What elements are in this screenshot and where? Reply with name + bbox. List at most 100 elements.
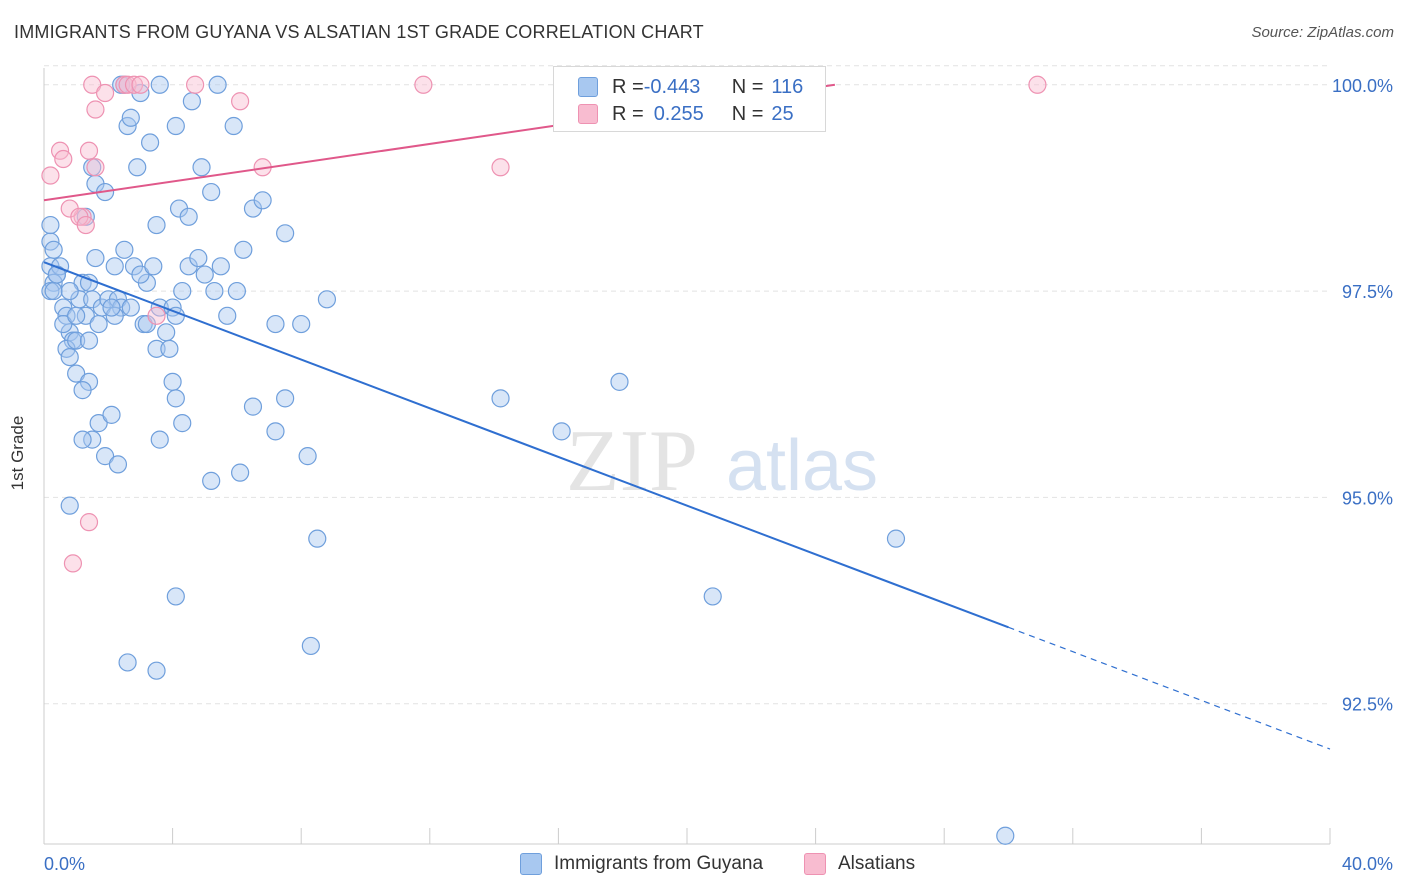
point-guyana <box>266 422 285 441</box>
point-alsatians <box>95 83 115 103</box>
point-guyana <box>610 372 629 391</box>
correlation-legend: R = -0.443 N = 116 R = 0.255 N = 25 <box>553 66 826 132</box>
point-guyana <box>192 158 211 177</box>
point-guyana <box>276 224 295 243</box>
legend-r-value: -0.443 <box>643 75 701 98</box>
bottom-legend-alsatians: Alsatians <box>804 851 915 877</box>
point-alsatians <box>118 75 137 94</box>
point-guyana <box>266 314 285 334</box>
point-guyana <box>150 75 169 94</box>
point-guyana <box>211 257 230 276</box>
point-guyana <box>41 215 60 235</box>
point-guyana <box>140 133 160 152</box>
point-alsatians <box>79 513 99 532</box>
point-guyana <box>301 636 320 656</box>
point-guyana <box>60 281 79 301</box>
point-guyana <box>166 587 185 606</box>
legend-r-value: 0.255 <box>653 102 704 125</box>
bottom-legend-guyana: Immigrants from Guyana <box>520 851 763 877</box>
point-alsatians <box>491 158 510 177</box>
bottom-legend-label-alsatians: Alsatians <box>838 853 916 874</box>
point-guyana <box>105 257 124 276</box>
legend-n-label: N = <box>731 102 764 125</box>
point-guyana <box>67 306 86 325</box>
point-guyana <box>73 430 92 449</box>
point-guyana <box>67 331 86 350</box>
legend-n-value: 25 <box>771 102 794 125</box>
point-guyana <box>60 496 79 515</box>
point-guyana <box>208 75 227 94</box>
point-guyana <box>491 389 510 408</box>
point-guyana <box>243 397 263 416</box>
point-guyana <box>308 529 327 548</box>
legend-r-label: R = <box>612 102 644 125</box>
point-alsatians <box>131 75 150 94</box>
point-guyana <box>89 414 108 433</box>
point-guyana <box>552 422 571 441</box>
chart-title: IMMIGRANTS FROM GUYANA VS ALSATIAN 1ST G… <box>14 22 704 42</box>
trend-line-guyana <box>43 261 1009 629</box>
watermark-zip: ZIP <box>566 413 698 510</box>
point-alsatians <box>79 141 99 160</box>
point-guyana <box>166 116 185 136</box>
point-guyana <box>76 306 95 325</box>
point-alsatians <box>147 306 166 325</box>
point-guyana <box>150 430 169 449</box>
tick-label-layer: 100.0% 97.5% 95.0% 92.5% 0.0% 40.0% <box>44 76 1393 874</box>
y-axis-label: 1st Grade <box>8 415 27 491</box>
legend-n-label: N = <box>731 75 764 98</box>
point-guyana <box>202 471 221 490</box>
point-guyana <box>102 298 121 317</box>
x-tick-label: 40.0% <box>1342 854 1393 874</box>
legend-swatch-blue <box>578 77 598 97</box>
y-tick-label: 92.5% <box>1342 695 1393 715</box>
point-guyana <box>79 331 99 350</box>
point-guyana <box>298 447 317 466</box>
point-guyana <box>157 323 176 342</box>
y-tick-label: 100.0% <box>1332 76 1393 96</box>
point-guyana <box>118 653 137 672</box>
point-guyana <box>89 314 108 334</box>
point-guyana <box>317 290 337 309</box>
point-guyana <box>218 306 237 325</box>
point-guyana <box>227 281 246 301</box>
point-guyana <box>205 281 224 301</box>
point-alsatians <box>63 554 83 573</box>
point-guyana <box>102 405 121 424</box>
bottom-legend-swatch-blue <box>520 853 542 875</box>
point-guyana <box>276 389 295 408</box>
points-layer <box>41 75 1047 845</box>
source-credit: Source: ZipAtlas.com <box>1251 24 1394 41</box>
bottom-legend-swatch-pink <box>804 853 826 875</box>
x-tick-label: 0.0% <box>44 854 85 874</box>
legend-n-value: 116 <box>771 75 804 98</box>
point-guyana <box>182 92 201 111</box>
trend-line-guyana-extension <box>1008 626 1331 750</box>
legend-row-alsatians: R = 0.255 N = 25 <box>578 101 794 127</box>
point-guyana <box>147 339 166 358</box>
point-alsatians <box>86 100 105 119</box>
point-guyana <box>144 257 163 276</box>
point-guyana <box>54 314 73 334</box>
point-alsatians <box>86 158 105 177</box>
point-alsatians <box>54 149 73 169</box>
bottom-legend-label-guyana: Immigrants from Guyana <box>554 853 764 874</box>
point-guyana <box>115 240 134 259</box>
point-guyana <box>108 455 128 474</box>
point-alsatians <box>124 75 144 94</box>
point-guyana <box>166 389 185 408</box>
point-guyana <box>121 298 140 317</box>
point-guyana <box>231 463 250 482</box>
point-guyana <box>163 372 182 391</box>
point-guyana <box>173 414 192 433</box>
point-guyana <box>95 447 115 466</box>
point-alsatians <box>414 75 433 94</box>
point-guyana <box>224 116 243 136</box>
legend-row-guyana: R = -0.443 N = 116 <box>578 74 803 100</box>
point-guyana <box>703 587 722 606</box>
point-guyana <box>147 661 166 680</box>
axis-layer <box>43 68 1331 845</box>
point-guyana <box>886 529 906 548</box>
legend-r-label: R = <box>612 75 644 98</box>
